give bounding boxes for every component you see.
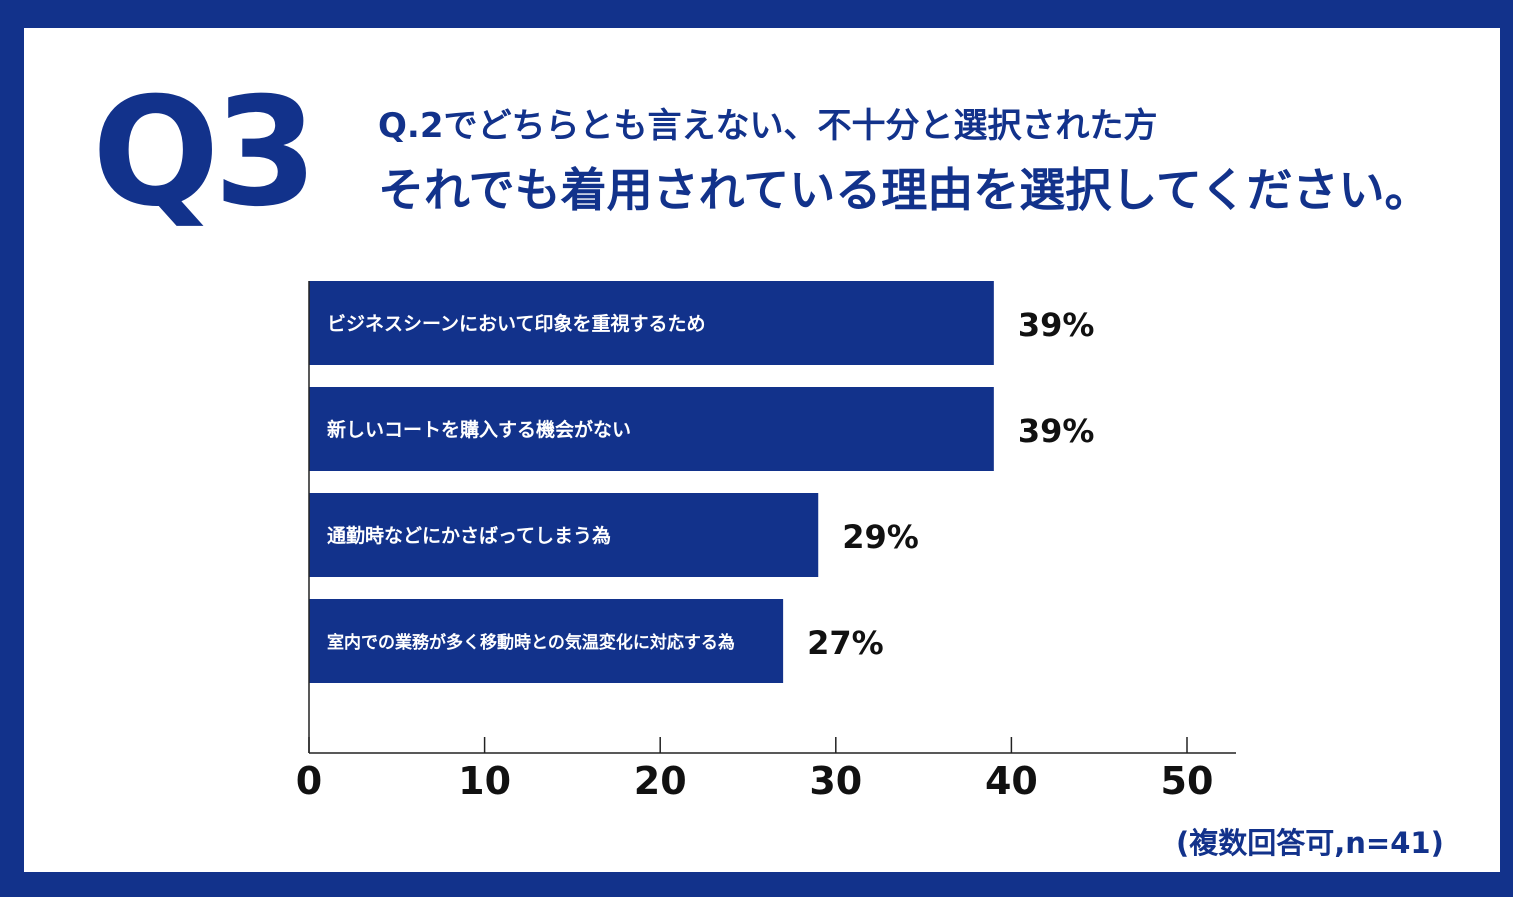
bar-label-3: 通勤時などにかさばってしまう為 — [327, 524, 611, 547]
bar-label-4: 室内での業務が多く移動時との気温変化に対応する為 — [327, 632, 735, 653]
bars-layer: ビジネスシーンにおいて印象を重視するため 39% 新しいコートを購入する機会がない 3… — [309, 281, 1094, 683]
value-label-2: 39% — [1018, 412, 1095, 450]
question-title: それでも着用されている理由を選択してください。 — [378, 163, 1431, 217]
x-tick-label-10: 10 — [458, 759, 511, 803]
axis-layer: 0 10 20 30 40 50 — [296, 281, 1236, 803]
bar-1 — [309, 281, 994, 365]
bar-2 — [309, 387, 994, 471]
x-tick-label-20: 20 — [634, 759, 687, 803]
footnote: (複数回答可,n=41) — [1176, 826, 1444, 860]
bar-label-1: ビジネスシーンにおいて印象を重視するため — [327, 312, 705, 335]
question-number: Q3 — [92, 66, 318, 240]
question-subtitle: Q.2でどちらとも言えない、不十分と選択された方 — [378, 106, 1158, 146]
x-tick-label-40: 40 — [985, 759, 1038, 803]
x-tick-label-30: 30 — [809, 759, 862, 803]
value-label-1: 39% — [1018, 306, 1095, 344]
x-tick-label-0: 0 — [296, 759, 322, 803]
x-tick-label-50: 50 — [1161, 759, 1214, 803]
bar-4 — [309, 599, 784, 683]
value-label-3: 29% — [842, 518, 919, 556]
bar-label-2: 新しいコートを購入する機会がない — [327, 418, 631, 441]
bar-3 — [309, 493, 819, 577]
value-label-4: 27% — [807, 624, 884, 662]
